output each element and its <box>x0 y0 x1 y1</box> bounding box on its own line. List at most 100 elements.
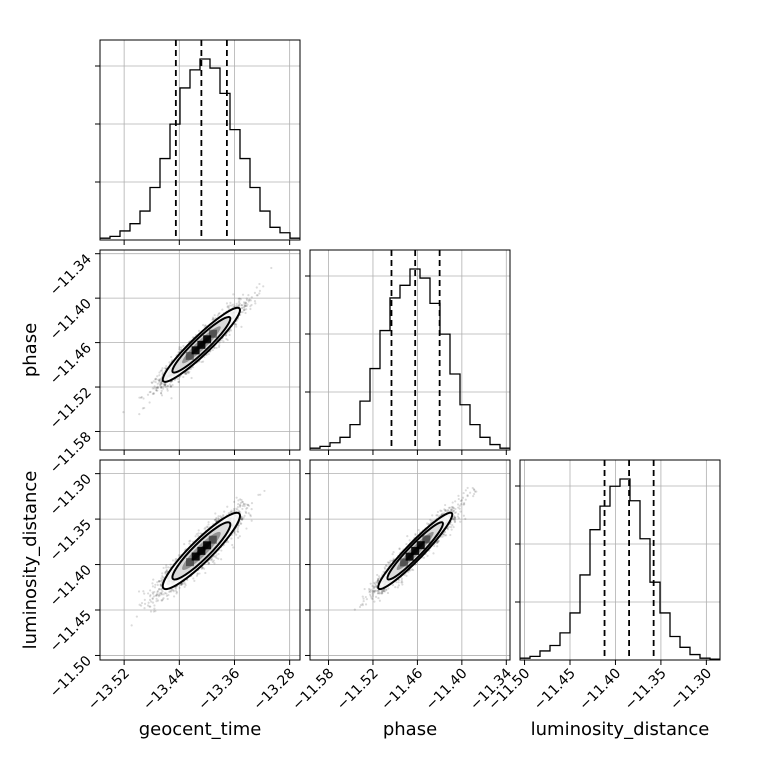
sample-point <box>159 383 162 386</box>
sample-point <box>207 352 210 356</box>
sample-point <box>161 387 165 390</box>
sample-point <box>201 360 205 363</box>
sample-point <box>233 509 236 512</box>
sample-point <box>164 571 167 574</box>
sample-point <box>166 597 169 601</box>
sample-point <box>239 501 242 504</box>
sample-point <box>154 610 157 613</box>
sample-point <box>153 378 157 381</box>
sample-point <box>159 369 162 373</box>
sample-point <box>177 380 180 383</box>
sample-point <box>158 594 161 597</box>
sample-point <box>246 503 249 507</box>
sample-point <box>178 586 181 589</box>
sample-point <box>148 401 151 404</box>
sample-point <box>237 499 240 502</box>
sample-point <box>208 562 211 565</box>
sample-point <box>187 371 190 375</box>
sample-point <box>174 587 178 590</box>
sample-point <box>137 590 141 593</box>
sample-point <box>247 512 250 515</box>
sample-point <box>159 583 162 586</box>
sample-point <box>204 324 207 327</box>
sample-point <box>238 304 241 307</box>
sample-point <box>152 592 155 595</box>
sample-point <box>153 387 156 390</box>
sample-point <box>148 391 151 394</box>
sample-point <box>162 566 165 570</box>
sample-point <box>229 301 232 304</box>
sample-point <box>215 346 218 350</box>
sample-point <box>236 505 240 509</box>
sample-point <box>237 536 240 539</box>
panel-frame <box>99 249 301 451</box>
sample-point <box>226 505 229 508</box>
histogram-panel-luminosity_distance <box>515 459 721 661</box>
sample-point <box>220 549 223 552</box>
sample-point <box>212 317 215 320</box>
sample-point <box>244 503 247 506</box>
sample-point <box>171 383 174 387</box>
sample-point <box>161 590 164 593</box>
sample-point <box>149 593 152 597</box>
sample-point <box>170 355 173 359</box>
sample-point <box>149 610 153 613</box>
sample-point <box>238 504 242 507</box>
sample-point <box>158 371 161 374</box>
sample-point <box>250 507 253 511</box>
sample-point <box>158 587 161 591</box>
sample-point <box>159 579 163 582</box>
sample-point <box>189 367 193 370</box>
sample-point <box>249 305 252 308</box>
sample-point <box>153 590 156 594</box>
sample-point <box>156 389 159 392</box>
sample-point <box>156 581 159 584</box>
sample-point <box>211 316 215 319</box>
sample-point <box>158 588 161 591</box>
sample-point <box>240 515 244 519</box>
sample-point <box>143 598 146 601</box>
histogram-luminosity_distance <box>520 478 720 660</box>
sample-point <box>222 514 225 517</box>
sample-point <box>204 571 207 575</box>
sample-point <box>156 589 160 593</box>
sample-point <box>160 386 163 389</box>
sample-point <box>151 387 154 390</box>
sample-point <box>162 593 165 596</box>
sample-point <box>237 530 240 534</box>
sample-point <box>156 592 159 595</box>
density-core <box>185 351 194 360</box>
sample-point <box>213 346 216 350</box>
density-core <box>197 340 206 349</box>
sample-point <box>236 508 239 511</box>
sample-point <box>220 516 223 519</box>
sample-point <box>239 498 242 501</box>
sample-point <box>191 366 195 369</box>
sample-point <box>234 323 237 326</box>
sample-point <box>232 293 235 296</box>
sample-point <box>239 298 242 301</box>
sample-point <box>226 338 229 342</box>
sample-point <box>177 380 180 384</box>
sample-point <box>259 493 262 496</box>
histogram-panel-geocent_time <box>95 39 301 241</box>
sample-point <box>159 584 162 587</box>
sample-point <box>159 583 163 586</box>
sample-point <box>246 303 249 306</box>
sample-point <box>257 493 260 496</box>
sample-point <box>228 304 231 307</box>
sample-point <box>241 293 245 296</box>
sample-point <box>166 387 169 390</box>
sample-point <box>185 371 188 374</box>
sample-point <box>155 600 158 603</box>
sample-point <box>232 507 236 511</box>
sample-point <box>237 297 240 300</box>
density-core <box>203 335 212 344</box>
sample-point <box>158 379 161 382</box>
sample-point <box>250 296 253 299</box>
sample-point <box>245 507 248 510</box>
sample-point <box>149 390 152 394</box>
sample-point <box>147 592 150 595</box>
sample-point <box>152 392 156 395</box>
sample-point <box>154 380 157 384</box>
